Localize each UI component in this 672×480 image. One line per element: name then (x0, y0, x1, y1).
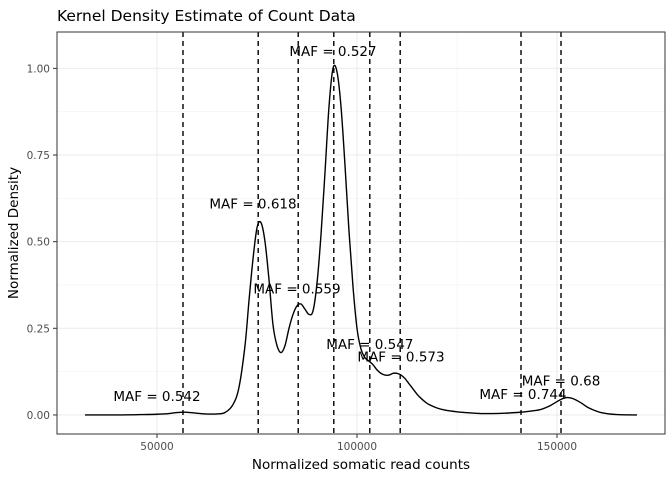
maf-label-4: MAF = 0.527 (289, 44, 376, 60)
y-tick-label: 0.50 (27, 237, 50, 249)
chart-title: Kernel Density Estimate of Count Data (57, 7, 356, 25)
y-tick-label: 0.00 (27, 410, 50, 422)
maf-label-1: MAF = 0.542 (113, 389, 200, 405)
maf-label-6: MAF = 0.573 (357, 350, 444, 366)
density-curve (84, 64, 638, 416)
grid-lines (57, 32, 665, 434)
maf-label-7: MAF = 0.744 (479, 387, 566, 403)
y-axis-title: Normalized Density (6, 167, 22, 299)
x-tick-label: 150000 (537, 441, 577, 453)
y-tick-label: 1.00 (27, 63, 50, 75)
y-axis-ticks: 0.00 0.25 0.50 0.75 1.00 (27, 63, 57, 422)
y-tick-label: 0.75 (27, 150, 50, 162)
maf-label-8: MAF = 0.68 (522, 373, 601, 389)
maf-label-5: MAF = 0.547 (326, 337, 413, 353)
plot-background (57, 32, 665, 434)
x-tick-label: 50000 (140, 441, 173, 453)
x-axis-ticks: 50000 100000 150000 (140, 434, 577, 453)
maf-label-3: MAF = 0.559 (253, 281, 340, 297)
x-axis-title: Normalized somatic read counts (252, 457, 470, 473)
maf-annotations: MAF = 0.542 MAF = 0.618 MAF = 0.559 MAF = 0… (113, 44, 600, 405)
plot-panel-border (56, 31, 666, 435)
maf-label-2: MAF = 0.618 (209, 197, 296, 213)
x-tick-label: 100000 (337, 441, 377, 453)
y-tick-label: 0.25 (27, 323, 50, 335)
maf-reference-lines (182, 32, 562, 434)
